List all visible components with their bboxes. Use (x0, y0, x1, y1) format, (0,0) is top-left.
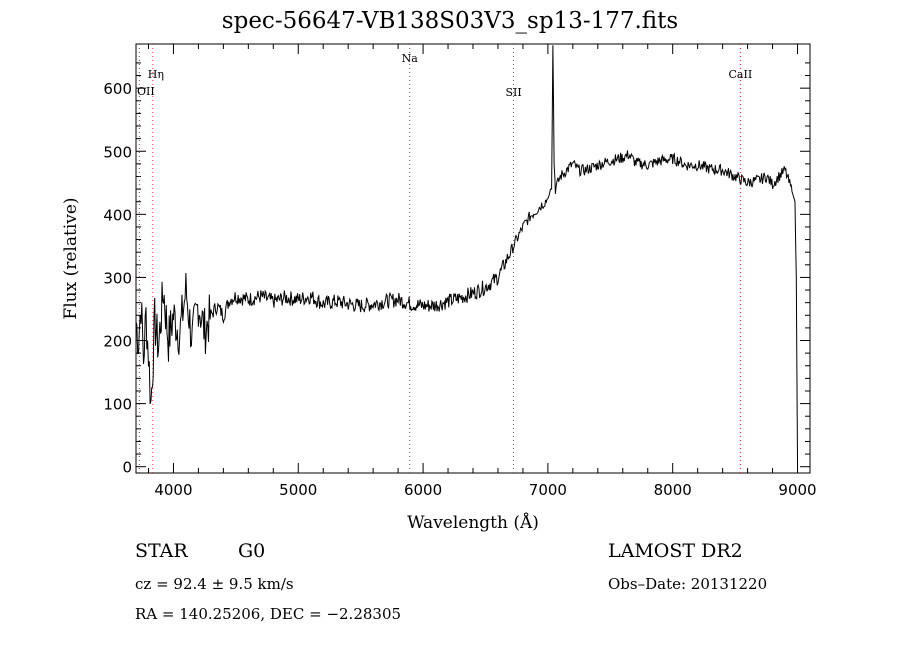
x-tick-label: 9000 (778, 481, 816, 499)
line-marker-label: OII (137, 85, 155, 98)
x-tick-label: 4000 (154, 481, 192, 499)
x-tick-label: 6000 (404, 481, 442, 499)
coordinates: RA = 140.25206, DEC = −2.28305 (135, 605, 402, 623)
y-tick-label: 0 (122, 459, 132, 477)
line-marker-label: SII (505, 86, 521, 99)
x-axis-label: Wavelength (Å) (407, 512, 539, 533)
y-tick-label: 200 (103, 333, 132, 351)
line-marker-label: CaII (729, 68, 753, 81)
observation-date: Obs–Date: 20131220 (608, 575, 768, 593)
line-marker-label: Hη (148, 68, 164, 81)
spectrum-line (135, 45, 798, 464)
y-tick-label: 100 (103, 396, 132, 414)
x-tick-label: 5000 (279, 481, 317, 499)
y-axis-label: Flux (relative) (61, 197, 81, 319)
object-subclass: G0 (238, 540, 266, 562)
chart-title: spec-56647-VB138S03V3_sp13-177.fits (221, 8, 679, 34)
line-marker-label: Na (402, 52, 419, 65)
y-tick-label: 300 (103, 269, 132, 287)
redshift-cz: cz = 92.4 ± 9.5 km/s (135, 575, 294, 593)
y-tick-label: 500 (103, 143, 132, 161)
plot-frame (135, 43, 811, 474)
y-tick-label: 600 (103, 80, 132, 98)
survey-name: LAMOST DR2 (608, 540, 743, 562)
x-tick-label: 8000 (654, 481, 692, 499)
object-class: STAR (135, 540, 188, 562)
y-tick-label: 400 (103, 206, 132, 224)
x-tick-label: 7000 (529, 481, 567, 499)
